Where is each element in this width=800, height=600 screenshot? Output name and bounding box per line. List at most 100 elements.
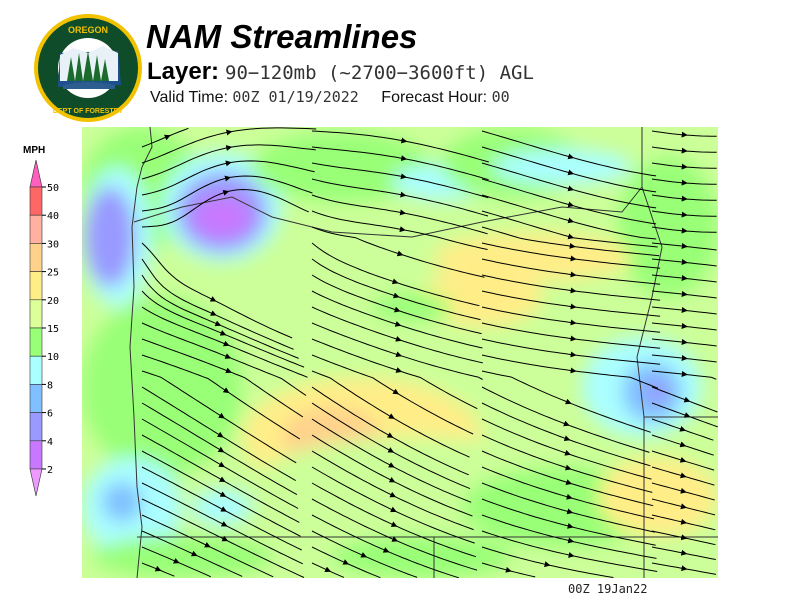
streamline-arrow bbox=[222, 387, 230, 394]
streamline-arrow bbox=[204, 541, 211, 548]
streamline-arrow bbox=[390, 506, 397, 513]
coastline bbox=[129, 127, 153, 578]
streamline-arrow bbox=[400, 137, 408, 144]
streamline-arrow bbox=[679, 425, 687, 432]
streamline-arrow bbox=[190, 550, 198, 557]
streamline-arrow bbox=[154, 565, 162, 572]
streamline-arrow bbox=[222, 340, 230, 347]
streamline-arrow bbox=[400, 155, 408, 162]
streamline-arrow bbox=[386, 432, 394, 438]
streamline-arrow bbox=[570, 319, 577, 326]
colorbar-segment bbox=[29, 186, 43, 216]
streamline-arrow bbox=[679, 472, 687, 479]
page-title: NAM Streamlines bbox=[146, 18, 418, 55]
streamline-arrow bbox=[391, 536, 399, 542]
streamline-arrow bbox=[679, 441, 687, 448]
colorbar-tick-label: 6 bbox=[47, 409, 53, 420]
colorbar-segment bbox=[29, 412, 43, 442]
streamline-arrow bbox=[567, 217, 575, 224]
streamline-arrow bbox=[568, 552, 575, 558]
streamline-arrow bbox=[683, 396, 691, 403]
streamline-arrow bbox=[567, 537, 575, 544]
streamline-arrow bbox=[680, 503, 687, 510]
streamline-arrow bbox=[567, 153, 575, 160]
streamline-arrow bbox=[389, 491, 397, 498]
streamline-arrow bbox=[570, 303, 577, 310]
streamline-arrow bbox=[225, 367, 232, 374]
streamline-arrow bbox=[388, 462, 395, 468]
streamline-arrow bbox=[391, 278, 399, 285]
colorbar-tick-label: 20 bbox=[47, 296, 59, 307]
colorbar-segment bbox=[29, 243, 43, 272]
colorbar-unit: MPH bbox=[23, 145, 45, 156]
streamline-arrow bbox=[681, 323, 688, 330]
map-timestamp: 00Z 19Jan22 bbox=[568, 582, 648, 596]
streamline-arrow bbox=[225, 129, 233, 136]
streamline-arrow bbox=[392, 292, 400, 299]
streamline-map bbox=[82, 127, 718, 578]
streamline-arrow bbox=[681, 243, 688, 250]
streamline-arrow bbox=[163, 134, 171, 141]
streamline-arrow bbox=[382, 547, 390, 553]
streamline-arrow bbox=[224, 175, 231, 182]
streamline-arrow bbox=[683, 412, 691, 418]
layer-value: 90−120mb (~2700−3600ft) AGL bbox=[225, 62, 534, 84]
streamline-arrow bbox=[342, 559, 350, 565]
svg-text:DEPT OF FORESTRY: DEPT OF FORESTRY bbox=[53, 108, 123, 115]
streamline-arrow bbox=[400, 191, 407, 198]
streamline-arrow bbox=[392, 388, 400, 395]
colorbar-tick-label: 50 bbox=[47, 183, 59, 194]
streamline-arrow bbox=[565, 398, 572, 405]
colorbar-tick-label: 10 bbox=[47, 352, 59, 363]
columbia-river-border bbox=[133, 127, 643, 238]
streamline-arrow bbox=[399, 226, 406, 233]
streamline-arrow bbox=[395, 367, 403, 373]
streamline-arrow bbox=[570, 335, 577, 342]
colorbar-tick-label: 2 bbox=[47, 465, 53, 476]
streamline-arrow bbox=[219, 330, 227, 336]
forecast-hour-value: 00 bbox=[491, 88, 510, 106]
streamline-arrow bbox=[209, 296, 217, 302]
streamline-arrow bbox=[218, 412, 225, 419]
streamline-arrow bbox=[567, 185, 575, 192]
streamline-arrow bbox=[395, 351, 403, 358]
layer-label: Layer: bbox=[147, 58, 220, 85]
streamline-arrow bbox=[400, 173, 407, 180]
streamline-arrow bbox=[220, 506, 227, 512]
streamline-arrow bbox=[680, 534, 688, 541]
streamline-arrow bbox=[218, 461, 226, 468]
colorbar-segment bbox=[29, 299, 43, 329]
streamline-arrow bbox=[225, 145, 233, 151]
streamline-arrow bbox=[219, 491, 227, 497]
streamline-arrow bbox=[570, 367, 577, 374]
colorbar-top-arrow bbox=[29, 159, 43, 188]
streamline-arrow bbox=[681, 339, 688, 346]
colorbar-tick-label: 8 bbox=[47, 380, 53, 391]
streamline-arrow bbox=[567, 169, 575, 176]
streamline-arrow bbox=[396, 250, 404, 257]
colorbar-segment bbox=[29, 440, 43, 470]
streamline-arrow bbox=[563, 420, 570, 427]
streamline-arrow bbox=[566, 493, 573, 500]
state-borders bbox=[129, 127, 718, 578]
streamline-arrow bbox=[220, 521, 228, 527]
wind-speed-colorbar: MPH 50 40 30 25 20 15 10 8 6 4 2 bbox=[23, 145, 59, 497]
streamline-arrow bbox=[221, 535, 229, 542]
streamline-arrow bbox=[567, 201, 575, 208]
colorbar-segment bbox=[29, 214, 43, 244]
streamline-arrow bbox=[681, 275, 688, 282]
streamline-arrow bbox=[388, 476, 396, 483]
streamline-arrow bbox=[505, 566, 512, 573]
streamline-arrow bbox=[681, 355, 688, 362]
oregon-department-of-forestry-logo: OREGON DEPT OF FORESTRY bbox=[34, 14, 142, 122]
streamline-arrow bbox=[564, 464, 572, 471]
valid-time-info: Valid Time: 00Z 01/19/2022 Forecast Hour… bbox=[150, 88, 510, 107]
streamlines bbox=[141, 127, 718, 578]
streamline-arrow bbox=[214, 320, 222, 327]
colorbar-tick-label: 30 bbox=[47, 239, 59, 250]
streamline-arrow bbox=[681, 371, 688, 378]
valid-time-label: Valid Time: bbox=[150, 89, 228, 106]
colorbar-segment bbox=[29, 355, 43, 385]
streamline-arrow bbox=[217, 446, 225, 453]
streamline-arrow bbox=[387, 447, 395, 453]
